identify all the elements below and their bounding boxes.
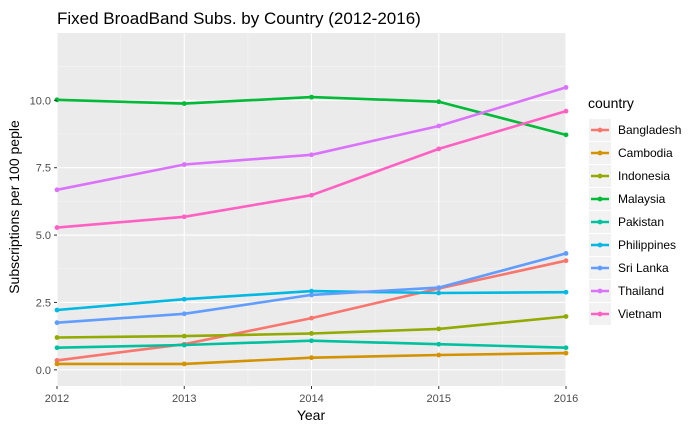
legend-item: Thailand	[589, 280, 664, 302]
legend-key-point	[597, 265, 603, 271]
legend-key-point	[597, 150, 603, 156]
legend-label: Vietnam	[618, 307, 662, 321]
legend-key-point	[597, 242, 603, 248]
data-point	[54, 307, 60, 313]
x-axis-title: Year	[297, 407, 326, 423]
y-tick-label: 5.0	[36, 230, 51, 242]
data-point	[563, 251, 569, 256]
legend-item: Philippines	[589, 234, 676, 256]
x-tick-label: 2012	[45, 393, 69, 405]
data-point	[436, 326, 442, 332]
data-point	[309, 338, 314, 344]
data-point	[181, 333, 187, 339]
data-point	[181, 101, 187, 106]
data-point	[563, 85, 569, 90]
series-vietnam	[54, 108, 569, 230]
legend-key-point	[597, 288, 603, 294]
legend-item: Bangladesh	[589, 119, 681, 141]
legend-key-point	[597, 196, 603, 202]
legend-title: country	[588, 95, 634, 111]
y-tick-label: 2.5	[36, 297, 51, 309]
legend-label: Philippines	[618, 238, 676, 252]
legend-label: Bangladesh	[618, 123, 681, 137]
legend-item: Cambodia	[589, 142, 673, 164]
series-thailand	[54, 85, 569, 193]
data-point	[563, 345, 569, 351]
series-sri-lanka	[54, 251, 569, 326]
x-tick-label: 2016	[554, 393, 578, 405]
legend-item: Sri Lanka	[589, 257, 669, 279]
data-point	[436, 352, 442, 358]
data-point	[436, 99, 442, 105]
legend-label: Malaysia	[618, 192, 666, 206]
y-tick-label: 0.0	[36, 365, 51, 377]
x-tick-label: 2015	[427, 393, 451, 405]
data-point	[436, 146, 442, 152]
data-point	[436, 341, 442, 347]
series-cambodia	[54, 350, 569, 367]
data-point	[181, 296, 187, 302]
data-point	[54, 335, 60, 340]
legend-label: Indonesia	[618, 169, 670, 183]
data-point	[309, 94, 314, 100]
data-point	[54, 97, 60, 103]
x-tick-label: 2014	[299, 393, 323, 405]
legend-label: Sri Lanka	[618, 261, 669, 275]
data-point	[309, 315, 314, 321]
grid-lines	[56, 33, 567, 386]
series-lines	[54, 85, 569, 367]
data-point	[181, 342, 187, 348]
data-point	[54, 358, 60, 363]
data-point	[181, 311, 187, 317]
legend-item: Malaysia	[589, 188, 666, 210]
legend-item: Indonesia	[589, 165, 670, 187]
data-point	[563, 108, 569, 114]
data-point	[181, 361, 187, 367]
data-point	[54, 320, 60, 326]
series-pakistan	[54, 338, 569, 351]
legend-key-point	[597, 219, 603, 225]
legend: country Bangladesh Cambodia Indonesia Malay…	[588, 95, 681, 325]
legend-item: Vietnam	[589, 303, 662, 325]
data-point	[309, 292, 314, 298]
legend-label: Cambodia	[618, 146, 673, 160]
data-point	[181, 214, 187, 220]
data-point	[54, 187, 60, 193]
y-tick-label: 10.0	[30, 95, 51, 107]
data-point	[181, 162, 187, 167]
series-philippines	[54, 288, 569, 313]
x-tick-label: 2013	[172, 393, 196, 405]
legend-key-point	[597, 311, 603, 317]
data-point	[309, 288, 314, 294]
data-point	[436, 123, 442, 129]
data-point	[309, 355, 314, 361]
data-point	[563, 350, 569, 356]
y-tick-label: 7.5	[36, 163, 51, 175]
legend-label: Thailand	[618, 284, 664, 298]
legend-key-point	[597, 173, 603, 179]
series-indonesia	[54, 314, 569, 340]
data-point	[309, 331, 314, 336]
legend-key-point	[597, 127, 603, 133]
legend-label: Pakistan	[618, 215, 664, 229]
data-point	[54, 225, 60, 230]
chart-title: Fixed BroadBand Subs. by Country (2012-2…	[57, 9, 421, 28]
y-axis-title: Subscriptions per 100 peple	[6, 120, 22, 294]
data-point	[309, 152, 314, 158]
axes: 0.0 2.5 5.0 7.5 10.0 2012 2013 2014 2015 2016	[30, 95, 579, 405]
data-point	[309, 192, 314, 198]
data-point	[54, 361, 60, 367]
legend-item: Pakistan	[589, 211, 664, 233]
data-point	[563, 314, 569, 319]
data-point	[563, 258, 569, 264]
data-point	[436, 290, 442, 296]
data-point	[563, 289, 569, 295]
data-point	[563, 132, 569, 138]
data-point	[54, 345, 60, 351]
data-point	[436, 285, 442, 291]
